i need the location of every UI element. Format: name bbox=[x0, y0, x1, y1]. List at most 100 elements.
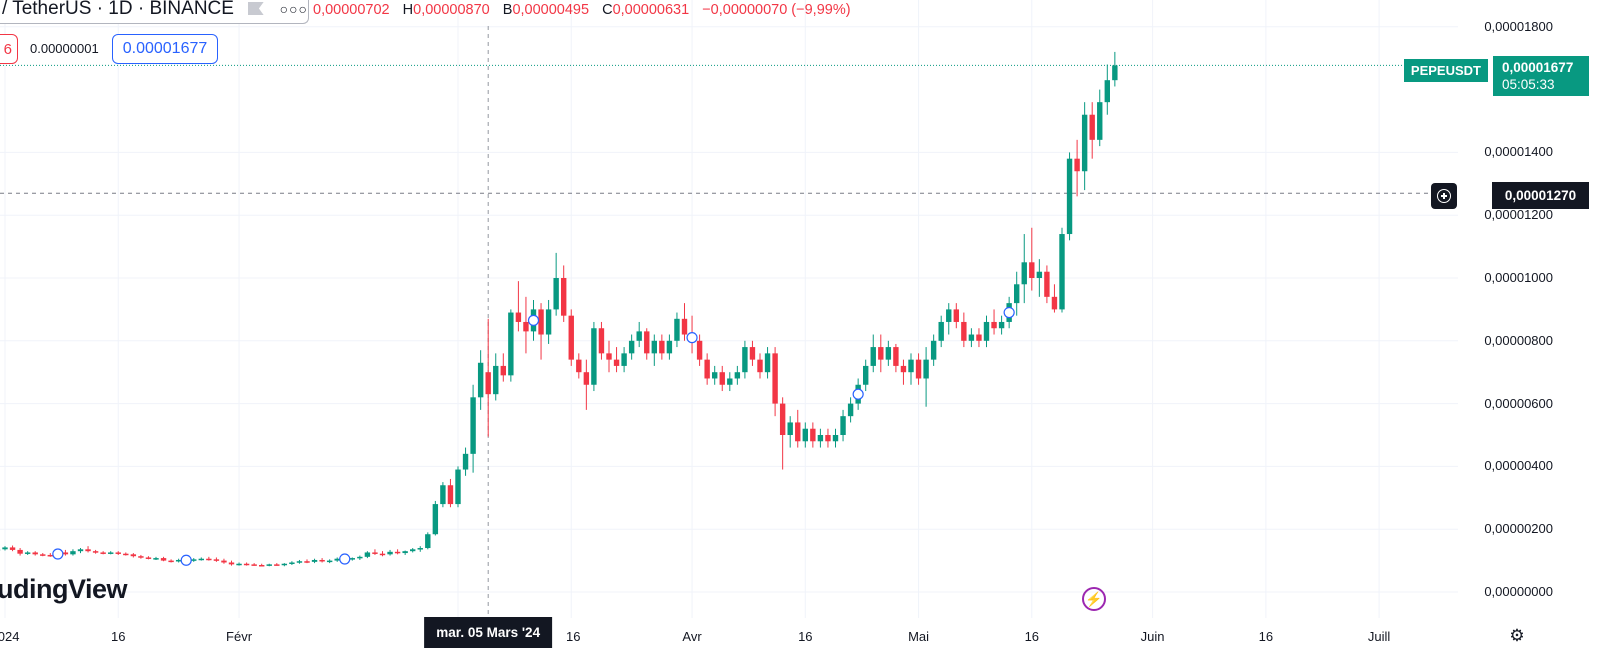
candle-body bbox=[70, 551, 76, 555]
candle-body bbox=[878, 347, 884, 360]
candle bbox=[485, 318, 491, 437]
candle-body bbox=[485, 372, 491, 395]
candle-body bbox=[998, 321, 1005, 329]
candle bbox=[1014, 271, 1020, 316]
price-tick-label: 0,00001800 bbox=[1484, 18, 1553, 34]
low-label: B bbox=[502, 2, 513, 18]
candle bbox=[40, 553, 46, 557]
candle bbox=[893, 343, 899, 373]
open-value: 0,00000702 bbox=[313, 2, 390, 18]
candle-body bbox=[243, 563, 250, 566]
candle-body bbox=[704, 359, 710, 379]
candle bbox=[108, 551, 114, 555]
candle-body bbox=[274, 564, 280, 566]
candle bbox=[372, 549, 378, 555]
price-tick-label: 0,00000000 bbox=[1484, 584, 1553, 599]
candle-body bbox=[651, 340, 657, 354]
candle-body bbox=[289, 562, 295, 564]
candle bbox=[1112, 51, 1118, 87]
candle bbox=[77, 548, 84, 554]
candlestick-series bbox=[0, 51, 1118, 567]
price-tick-label: 0,00000200 bbox=[1484, 521, 1553, 537]
flag-icon[interactable] bbox=[247, 2, 264, 15]
candle-body bbox=[983, 321, 990, 341]
candle-body bbox=[893, 347, 899, 366]
candle bbox=[553, 252, 559, 316]
candle-body bbox=[795, 422, 801, 442]
time-tick-label: 16 bbox=[1024, 629, 1040, 644]
candle-body bbox=[198, 558, 204, 561]
candle-body bbox=[515, 312, 522, 322]
buy-button[interactable]: 0.00001677 bbox=[112, 34, 218, 64]
candle-body bbox=[719, 372, 725, 385]
candle-body bbox=[17, 549, 23, 554]
candle bbox=[32, 551, 38, 556]
candle-body bbox=[40, 554, 46, 556]
add-alert-icon[interactable] bbox=[1431, 183, 1457, 209]
candle bbox=[659, 334, 665, 360]
candle-body bbox=[946, 309, 952, 322]
candle bbox=[915, 353, 922, 385]
candle bbox=[681, 303, 688, 341]
candle-body bbox=[1089, 114, 1095, 140]
candle-body bbox=[598, 328, 605, 354]
candle bbox=[870, 334, 876, 373]
more-horizontal-icon[interactable]: ○○○ bbox=[279, 0, 308, 17]
candle-body bbox=[1059, 234, 1065, 310]
candle bbox=[281, 563, 288, 567]
candle-body bbox=[523, 321, 529, 332]
candle-body bbox=[153, 558, 159, 560]
gear-icon[interactable]: ⚙ bbox=[1509, 626, 1525, 645]
event-marker bbox=[180, 554, 192, 566]
candle-body bbox=[304, 561, 310, 563]
candle-body bbox=[319, 559, 325, 562]
symbol-title[interactable]: / TetherUS · 1D · BINANCE bbox=[2, 0, 234, 19]
candle bbox=[394, 549, 401, 555]
candle-body bbox=[379, 553, 386, 556]
candle bbox=[825, 428, 831, 448]
candle-body bbox=[712, 372, 718, 379]
candle bbox=[447, 478, 454, 508]
candle-body bbox=[870, 347, 876, 366]
candle-body bbox=[213, 559, 220, 561]
candle bbox=[168, 559, 174, 563]
candle bbox=[100, 551, 106, 555]
candle-body bbox=[462, 453, 469, 470]
candle-body bbox=[1081, 114, 1088, 172]
candle bbox=[251, 563, 257, 566]
sell-button[interactable]: 6 bbox=[0, 34, 18, 64]
candle bbox=[123, 552, 129, 556]
candle bbox=[175, 558, 182, 563]
price-tick-label: 0,00000800 bbox=[1484, 332, 1553, 348]
candle-body bbox=[757, 359, 763, 373]
candle bbox=[379, 551, 386, 557]
candle-body bbox=[764, 353, 771, 373]
candle bbox=[1104, 64, 1110, 115]
symbol-title-box[interactable]: / TetherUS · 1D · BINANCE ○○○ bbox=[0, 0, 309, 24]
price-tick-label: 0,00001000 bbox=[1484, 270, 1553, 285]
last-price-tag: PEPEUSDT 0,00001677 05:05:33 bbox=[1403, 56, 1589, 96]
candle-body bbox=[372, 552, 378, 554]
candle bbox=[810, 422, 816, 448]
candle-body bbox=[961, 321, 967, 341]
candle bbox=[221, 558, 227, 564]
candle-body bbox=[349, 558, 355, 560]
candle-body bbox=[538, 309, 544, 335]
candle bbox=[160, 556, 167, 562]
candle bbox=[523, 296, 529, 354]
price-tick-label: 0,00001400 bbox=[1484, 144, 1553, 160]
candle bbox=[311, 558, 318, 564]
candle bbox=[847, 397, 854, 423]
candle-body bbox=[387, 551, 393, 555]
candle-body bbox=[500, 365, 506, 376]
candle-body bbox=[681, 318, 688, 335]
candle bbox=[568, 309, 574, 366]
candle bbox=[545, 299, 552, 344]
candle bbox=[976, 328, 982, 348]
candle-body bbox=[236, 563, 242, 566]
time-tick-label: 2024 bbox=[0, 629, 20, 644]
event-marker bbox=[686, 332, 698, 344]
candle bbox=[840, 409, 846, 442]
lightning-icon[interactable]: ⚡ bbox=[1082, 587, 1106, 611]
